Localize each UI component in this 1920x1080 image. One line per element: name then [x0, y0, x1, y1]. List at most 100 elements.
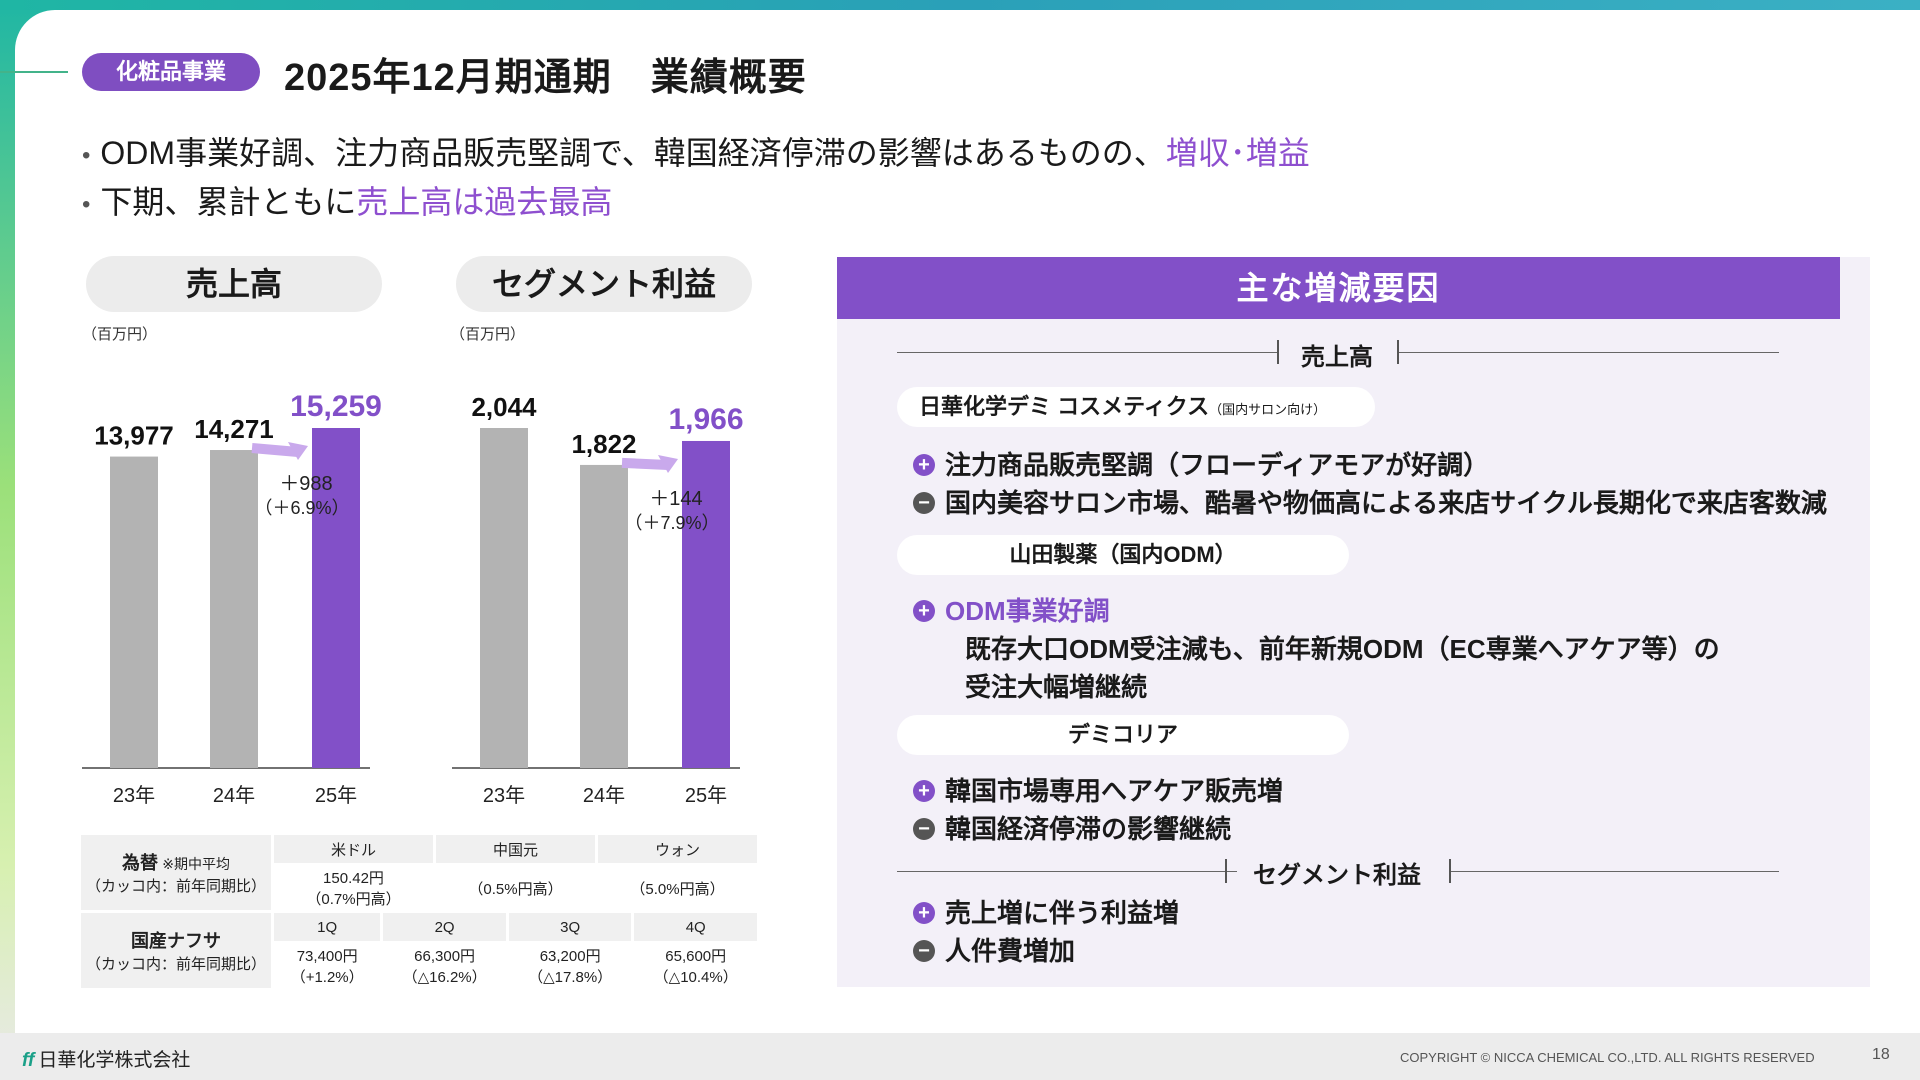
naphtha-3q-change: （△17.8%）	[528, 969, 613, 986]
factor-text: 売上増に伴う利益増	[945, 898, 1180, 928]
profit-section-label: セグメント利益	[1253, 862, 1421, 889]
sales-chart-unit: （百万円）	[82, 326, 158, 343]
company-note: （国内サロン向け）	[1209, 402, 1327, 417]
profit-category-label-0: 23年	[483, 784, 525, 807]
plus-icon: +	[913, 780, 935, 803]
sales-section-label: 売上高	[1301, 344, 1373, 371]
naphtha-4q-price: 65,600円	[665, 948, 727, 965]
bullet-2-text: 下期、累計ともに	[100, 184, 357, 220]
bullet-1-highlight: 増収･増益	[1165, 135, 1310, 171]
sales-bar-chart: 13,977 23年 14,271 24年 15,259 25年 ＋988 （＋6.9%）	[82, 390, 382, 807]
naphtha-header-1q: 1Q	[274, 913, 381, 941]
factor-detail-1: 既存大口ODM受注減も、前年新規ODM（EC専業へアケア等）の	[965, 634, 1720, 664]
sales-bar-1	[210, 450, 258, 768]
factor-item: − 国内美容サロン市場、酷暑や物価高による来店サイクル長期化で来店客数減	[913, 483, 1827, 520]
company-pill-demi-cosmetics: 日華化学デミ コスメティクス（国内サロン向け）	[897, 387, 1375, 427]
tag-accent-line	[0, 71, 68, 73]
naphtha-header-4q: 4Q	[634, 913, 757, 941]
sales-divider-right	[1399, 352, 1779, 353]
naphtha-3q: 63,200円 （△17.8%）	[509, 944, 632, 988]
profit-chart-title: セグメント利益	[456, 256, 752, 312]
profit-bar-0	[480, 428, 528, 768]
naphtha-2q-change: （△16.2%）	[402, 969, 487, 986]
company-pill-demi-korea: デミコリア	[897, 715, 1349, 755]
naphtha-table: 国産ナフサ （カッコ内：前年同期比） 1Q 2Q 3Q 4Q 73,400円 （+…	[78, 910, 760, 991]
profit-divider-left	[897, 871, 1237, 872]
sales-bar-2	[312, 428, 360, 768]
factor-text: 韓国市場専用へアケア販売増	[945, 776, 1284, 806]
factor-item: − 人件費増加	[913, 931, 1075, 968]
fx-label: 為替	[122, 853, 159, 873]
naphtha-2q: 66,300円 （△16.2%）	[383, 944, 506, 988]
factor-text: 人件費増加	[945, 936, 1076, 966]
plus-icon: +	[913, 600, 935, 623]
fx-row-header: 為替 ※期中平均 （カッコ内：前年同期比）	[81, 835, 271, 910]
sales-change-pct: （＋6.9%）	[254, 498, 349, 518]
divider-tick	[1277, 340, 1279, 364]
naphtha-4q: 65,600円 （△10.4%）	[634, 944, 757, 988]
company-logo: ff 日華化学株式会社	[22, 1045, 190, 1072]
page-number: 18	[1872, 1046, 1890, 1063]
bullet-dot: •	[82, 141, 91, 169]
naphtha-3q-price: 63,200円	[539, 948, 601, 965]
profit-category-label-1: 24年	[583, 784, 625, 807]
profit-divider-right	[1451, 871, 1779, 872]
divider-tick	[1397, 340, 1399, 364]
company-name-footer: 日華化学株式会社	[38, 1050, 191, 1071]
divider-tick	[1449, 859, 1451, 883]
profit-change-value: ＋144	[649, 488, 702, 510]
profit-category-label-2: 25年	[685, 784, 727, 807]
factor-item: + 注力商品販売堅調（フローディアモアが好調）	[913, 445, 1489, 482]
fx-cny-value: （0.5%円高）	[468, 880, 563, 898]
factor-text: ODM事業好調	[945, 596, 1110, 626]
factor-item: − 韓国経済停滞の影響継続	[913, 809, 1231, 846]
page-title: 2025年12月期通期 業績概要	[284, 57, 807, 99]
fx-table: 為替 ※期中平均 （カッコ内：前年同期比） 米ドル 中国元 ウォン 150.42…	[78, 832, 760, 913]
fx-krw-value: （5.0%円高）	[630, 880, 725, 898]
sales-change-value: ＋988	[279, 473, 332, 495]
factors-panel: 主な増減要因 売上高 日華化学デミ コスメティクス（国内サロン向け） + 注力商品…	[837, 257, 1870, 987]
sales-category-label-2: 25年	[315, 784, 357, 807]
naphtha-4q-change: （△10.4%）	[653, 969, 738, 986]
sales-bar-0	[110, 456, 158, 768]
sales-chart-title: 売上高	[86, 256, 382, 312]
sales-category-label-1: 24年	[213, 784, 255, 807]
naphtha-row-header: 国産ナフサ （カッコ内：前年同期比）	[81, 913, 271, 988]
fx-sub: （カッコ内：前年同期比）	[85, 878, 266, 895]
sales-growth-arrow	[251, 443, 299, 457]
sales-category-label-0: 23年	[113, 784, 155, 807]
naphtha-label: 国産ナフサ	[131, 931, 221, 951]
company-name: 日華化学デミ コスメティクス	[919, 394, 1210, 419]
naphtha-header-3q: 3Q	[508, 913, 632, 941]
profit-chart-unit: （百万円）	[450, 326, 526, 343]
sales-value-label-2: 15,259	[290, 390, 382, 423]
top-accent-bar	[0, 0, 1920, 10]
naphtha-sub: （カッコ内：前年同期比）	[85, 956, 266, 973]
factor-item: + 韓国市場専用へアケア販売増	[913, 771, 1283, 808]
factor-item: + 売上増に伴う利益増	[913, 893, 1179, 930]
factor-item: + ODM事業好調	[913, 591, 1110, 628]
factor-text: 韓国経済停滞の影響継続	[945, 814, 1232, 844]
company-pill-yamada: 山田製薬（国内ODM）	[897, 535, 1349, 575]
footer-bar	[0, 1033, 1920, 1080]
bullet-1: • ODM事業好調、注力商品販売堅調で、韓国経済停滞の影響はあるものの、増収･増益	[82, 128, 1310, 174]
factor-text: 注力商品販売堅調（フローディアモアが好調）	[945, 450, 1490, 480]
profit-value-label-1: 1,822	[571, 429, 636, 459]
profit-bar-chart: 2,044 23年 1,822 24年 1,966 25年 ＋144 （＋7.9%）	[452, 392, 744, 807]
bullet-2: • 下期、累計ともに売上高は過去最高	[82, 177, 612, 223]
copyright: COPYRIGHT © NICCA CHEMICAL CO.,LTD. ALL …	[1400, 1050, 1815, 1065]
bullet-dot: •	[82, 190, 91, 218]
section-tag: 化粧品事業	[82, 53, 260, 91]
sales-value-label-0: 13,977	[94, 421, 174, 451]
plus-icon: +	[913, 902, 935, 925]
fx-usd-change: （0.7%円高）	[306, 891, 401, 908]
profit-growth-arrowhead	[658, 454, 678, 473]
sales-value-label-1: 14,271	[194, 414, 274, 444]
profit-change-pct: （＋7.9%）	[624, 513, 719, 533]
naphtha-1q: 73,400円 （+1.2%）	[274, 944, 380, 988]
factor-text: 国内美容サロン市場、酷暑や物価高による来店サイクル長期化で来店客数減	[945, 488, 1827, 518]
divider-tick	[1225, 859, 1227, 883]
naphtha-1q-price: 73,400円	[296, 948, 358, 965]
profit-bar-1	[580, 464, 628, 768]
profit-value-label-2: 1,966	[668, 403, 743, 436]
